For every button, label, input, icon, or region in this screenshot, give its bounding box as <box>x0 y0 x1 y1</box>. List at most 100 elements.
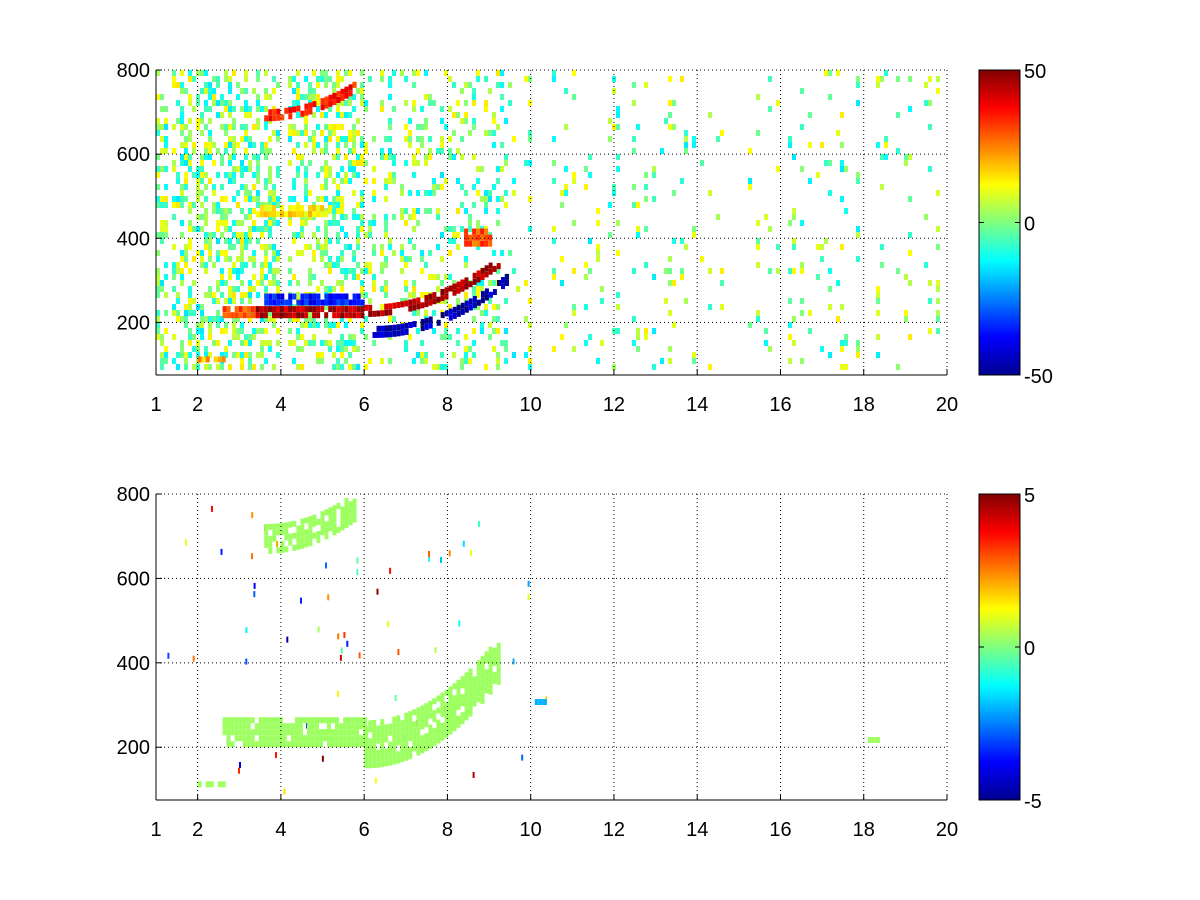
heatmap-cell <box>316 238 320 244</box>
heatmap-cell <box>328 346 332 352</box>
heatmap-cell <box>488 268 493 275</box>
heatmap-cell <box>488 262 493 269</box>
heatmap-cell <box>344 136 348 142</box>
heatmap-cell <box>552 238 556 244</box>
heatmap-cell <box>216 202 220 208</box>
heatmap-cell <box>412 727 417 734</box>
heatmap-cell <box>436 208 440 214</box>
heatmap-cell <box>324 160 328 166</box>
heatmap-cell <box>188 118 192 124</box>
heatmap-cell <box>348 100 352 106</box>
heatmap-cell <box>472 340 476 346</box>
heatmap-cell <box>672 190 676 196</box>
heatmap-cell <box>296 130 300 136</box>
heatmap-cell <box>308 316 312 322</box>
heatmap-cell <box>192 346 196 352</box>
heatmap-cell <box>668 280 672 286</box>
heatmap-cell <box>644 328 648 334</box>
heatmap-cell <box>276 202 280 208</box>
heatmap-cell <box>488 664 493 671</box>
heatmap-cell <box>392 106 396 112</box>
y-tick-label: 200 <box>117 737 150 759</box>
heatmap-cell <box>208 130 212 136</box>
heatmap-cell <box>212 142 216 148</box>
heatmap-cell <box>388 331 393 338</box>
heatmap-cell <box>324 70 328 76</box>
heatmap-cell <box>336 280 340 286</box>
heatmap-cell <box>448 106 452 112</box>
heatmap-cell <box>321 755 324 762</box>
heatmap-cell <box>336 82 340 88</box>
heatmap-cell <box>228 112 232 118</box>
heatmap-cell <box>344 214 348 220</box>
heatmap-cell <box>644 334 648 340</box>
heatmap-cell <box>180 316 184 322</box>
heatmap-cell <box>616 292 620 298</box>
heatmap-cell <box>588 268 592 274</box>
heatmap-cell <box>256 172 260 178</box>
heatmap-cell <box>288 130 292 136</box>
heatmap-cell <box>404 136 408 142</box>
heatmap-cell <box>363 723 368 730</box>
heatmap-cell <box>200 310 204 316</box>
heatmap-cell <box>800 124 804 130</box>
heatmap-cell <box>424 709 429 716</box>
heatmap-cell <box>272 244 276 250</box>
heatmap-cell <box>192 76 196 82</box>
heatmap-cell <box>500 166 504 172</box>
heatmap-cell <box>324 124 328 130</box>
heatmap-cell <box>160 238 164 244</box>
heatmap-cell <box>380 70 384 76</box>
heatmap-cell <box>340 250 344 256</box>
heatmap-cell <box>428 274 432 280</box>
heatmap-cell <box>392 154 396 160</box>
heatmap-cell <box>230 729 235 736</box>
heatmap-cell <box>234 729 239 736</box>
heatmap-cell <box>292 306 297 313</box>
heatmap-cell <box>488 658 493 665</box>
heatmap-cell <box>464 684 469 691</box>
heatmap-cell <box>560 334 564 340</box>
heatmap-cell <box>276 172 280 178</box>
heatmap-cell <box>312 316 316 322</box>
heatmap-cell <box>368 232 372 238</box>
heatmap-cell <box>504 328 508 334</box>
heatmap-cell <box>360 312 365 319</box>
heatmap-cell <box>224 106 228 112</box>
heatmap-cell <box>356 130 360 136</box>
heatmap-cell <box>308 299 313 306</box>
heatmap-cell <box>828 190 832 196</box>
heatmap-cell <box>156 154 160 160</box>
heatmap-cell <box>304 124 308 130</box>
heatmap-cell <box>224 76 228 82</box>
heatmap-cell <box>320 511 325 518</box>
heatmap-cell <box>444 124 448 130</box>
heatmap-cell <box>484 310 488 316</box>
heatmap-cell <box>448 250 452 256</box>
heatmap-cell <box>388 178 392 184</box>
heatmap-cell <box>408 723 413 730</box>
heatmap-cell <box>904 310 908 316</box>
heatmap-cell <box>336 256 340 262</box>
heatmap-cell <box>448 692 453 699</box>
heatmap-cell <box>200 166 204 172</box>
heatmap-cell <box>496 364 500 370</box>
heatmap-cell <box>756 316 760 322</box>
heatmap-cell <box>504 118 508 124</box>
heatmap-cell <box>256 160 260 166</box>
heatmap-cell <box>444 701 449 708</box>
heatmap-cell <box>332 178 336 184</box>
heatmap-cell <box>327 594 330 601</box>
heatmap-cell <box>204 196 208 202</box>
heatmap-cell <box>324 232 328 238</box>
heatmap-cell <box>436 214 440 220</box>
heatmap-cell <box>464 306 469 313</box>
heatmap-cell <box>420 256 424 262</box>
heatmap-cell <box>356 118 360 124</box>
heatmap-cell <box>268 205 272 212</box>
heatmap-cell <box>404 160 408 166</box>
heatmap-cell <box>448 314 453 321</box>
heatmap-cell <box>512 268 516 274</box>
heatmap-cell <box>284 522 289 529</box>
